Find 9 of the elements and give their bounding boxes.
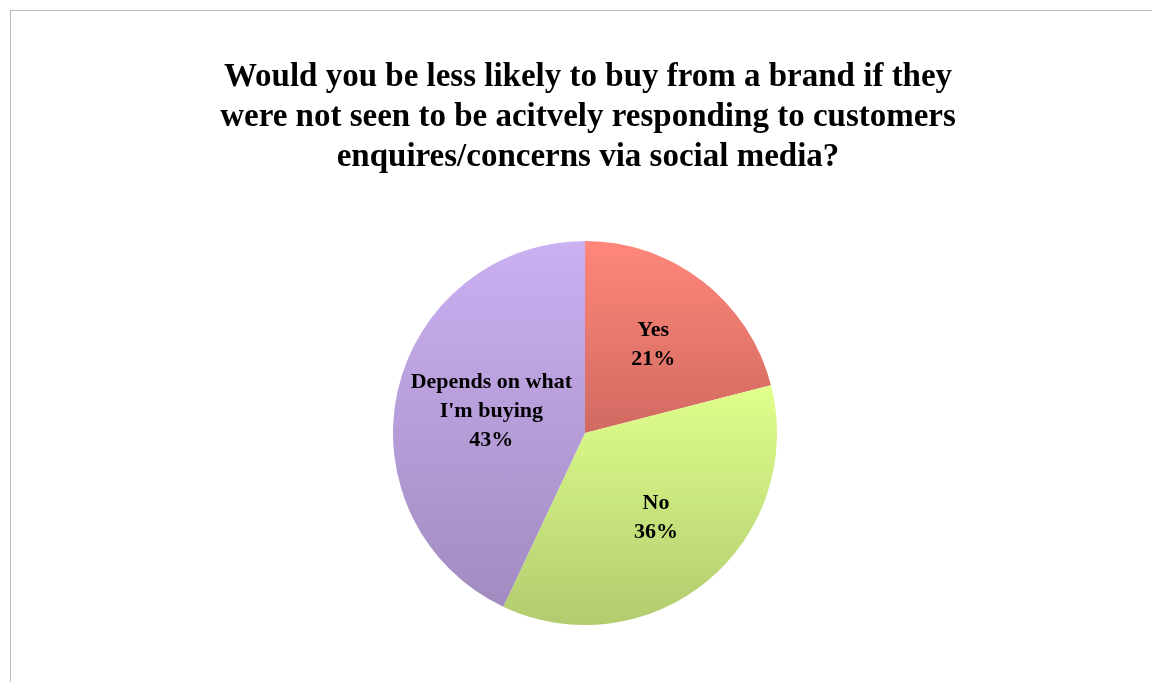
slice-label: Yes bbox=[637, 315, 670, 341]
pie-slice bbox=[585, 241, 771, 433]
data-label: 21% bbox=[631, 344, 676, 370]
data-label: 43% bbox=[469, 426, 514, 452]
slice-label: No bbox=[642, 489, 670, 515]
pie-slice bbox=[393, 241, 585, 607]
slice-label: Depends on what I'm buying bbox=[410, 368, 573, 423]
data-label: 36% bbox=[633, 518, 678, 544]
chart-title: Would you be less likely to buy from a brand if they were not seen to be acitvely responding to customers enquires/concerns via social media? bbox=[220, 57, 956, 173]
